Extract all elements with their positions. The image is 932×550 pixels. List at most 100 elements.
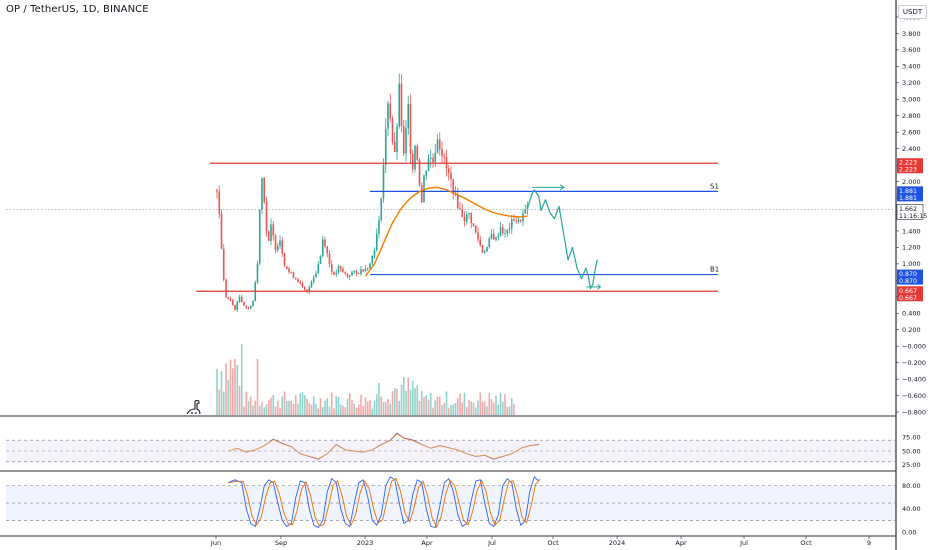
candle-body <box>337 266 340 273</box>
volume-bar <box>429 392 432 415</box>
volume-bar <box>373 400 376 415</box>
y-tick-label: 3.000 <box>902 96 921 104</box>
y-tick-label: −0.800 <box>902 408 926 416</box>
volume-bar <box>499 392 502 415</box>
volume-bar <box>409 389 412 415</box>
candle-body <box>384 128 387 166</box>
volume-bar <box>261 402 263 415</box>
candle-body <box>265 201 268 232</box>
y-tick-label: 2.800 <box>902 112 921 120</box>
candle-body <box>299 281 302 284</box>
candle-body <box>481 245 484 253</box>
candle-body <box>524 209 527 214</box>
volume-bar <box>290 400 293 415</box>
volume-bar <box>513 403 515 415</box>
candle-body <box>490 234 493 239</box>
x-tick-label: Jul <box>487 539 496 547</box>
volume-bar <box>465 407 468 415</box>
candle-body <box>371 255 374 264</box>
candle-body <box>375 233 378 251</box>
volume-bar <box>292 403 295 415</box>
candle-body <box>324 239 326 247</box>
volume-bar <box>346 399 349 415</box>
candle-body <box>243 302 245 306</box>
volume-bar <box>342 405 344 415</box>
volume-bar <box>362 405 365 415</box>
volume-bar <box>470 401 473 415</box>
volume-bar <box>297 403 299 415</box>
volume-bar <box>490 399 493 415</box>
volume-bar <box>463 392 466 415</box>
volume-bar <box>389 403 392 415</box>
candle-body <box>344 271 347 274</box>
candle-body <box>346 273 349 277</box>
volume-bar <box>441 405 443 415</box>
volume-bar <box>391 391 394 415</box>
x-tick-label: Oct <box>547 539 559 547</box>
candle-body <box>508 228 511 230</box>
volume-bar <box>281 396 284 415</box>
y-tick-label: −0.400 <box>902 375 926 383</box>
candle-body <box>441 149 443 157</box>
volume-bar <box>238 386 241 415</box>
price-label-sub: 0.870 <box>899 278 917 285</box>
volume-bar <box>330 392 333 415</box>
volume-bar <box>252 405 254 415</box>
currency-button[interactable]: USDT <box>898 5 927 19</box>
volume-bar <box>353 403 356 415</box>
candle-body <box>348 275 351 277</box>
candle-body <box>231 300 234 305</box>
candle-body <box>483 251 486 253</box>
symbol-title[interactable]: OP / TetherUS, 1D, BINANCE <box>6 4 149 15</box>
rsi-tick-label: 50.00 <box>902 447 921 455</box>
x-tick-label: 2023 <box>357 539 374 547</box>
volume-bar <box>411 380 414 415</box>
volume-bar <box>369 400 371 415</box>
volume-bar <box>258 405 261 415</box>
volume-bar <box>400 384 403 415</box>
candle-body <box>465 214 468 222</box>
candle-body <box>456 193 459 208</box>
candle-body <box>319 256 322 265</box>
candle-body <box>249 306 252 309</box>
candle-body <box>263 177 266 202</box>
price-label-value: 2.223 <box>899 160 917 167</box>
candle-body <box>389 103 392 119</box>
candle-body <box>504 233 506 234</box>
volume-bar <box>247 401 250 415</box>
y-tick-label: 3.400 <box>902 63 921 71</box>
volume-bar <box>452 404 455 415</box>
candle-body <box>227 297 230 299</box>
volume-bar <box>279 407 281 415</box>
volume-bar <box>447 408 450 415</box>
volume-bar <box>272 395 275 415</box>
volume-bar <box>222 391 225 415</box>
time-axis: Jun Sep 2023 Apr Jul Oct 2024 Apr Jul Oct 9 <box>210 536 871 547</box>
candle-body <box>416 146 419 160</box>
price-label-value: 0.667 <box>899 288 917 295</box>
candle-body <box>463 216 466 222</box>
y-tick-label: 3.800 <box>902 30 921 38</box>
candle-body <box>423 175 425 203</box>
volume-bar <box>443 403 446 415</box>
candle-body <box>396 126 398 153</box>
volume-bar <box>432 407 434 415</box>
y-tick-label: 2.600 <box>902 129 921 137</box>
candle-body <box>488 238 491 247</box>
volume-bar <box>301 392 304 415</box>
volume-bar <box>245 391 248 415</box>
candle-body <box>418 159 421 186</box>
y-tick-label: 3.600 <box>902 46 921 54</box>
volume-bar <box>456 397 459 415</box>
candle-body <box>459 207 461 210</box>
price-labels: 2.2232.2231.8811.8811.66211:16:150.8700.… <box>896 158 927 302</box>
volume-bar <box>492 402 495 415</box>
volume-bar <box>474 407 477 415</box>
candle-body <box>495 237 497 240</box>
volume-bar <box>324 400 326 415</box>
volume-bar <box>508 406 511 415</box>
volume-bar <box>285 400 288 415</box>
volume-bar <box>355 407 358 415</box>
candle-body <box>522 213 524 222</box>
